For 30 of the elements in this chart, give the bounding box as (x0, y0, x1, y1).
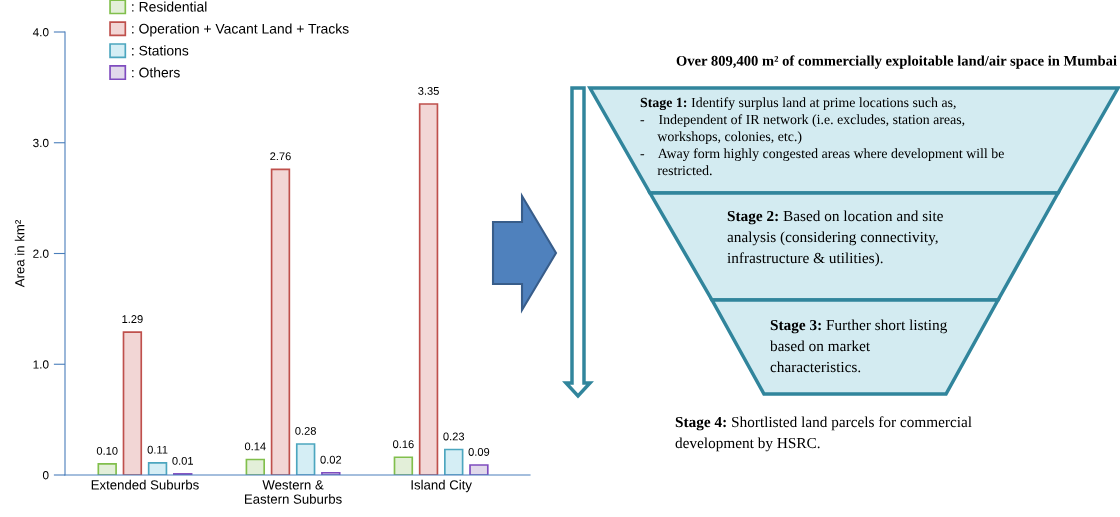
y-tick-label: 2.0 (33, 249, 49, 258)
text: Over 809,400 m² of commercially exploitable land/air space in Mumbai (676, 55, 1117, 69)
y-tick-label: 1.0 (33, 360, 49, 369)
text: Stage 1: Identify surplus land at prime locations such as, - Independent of IR network (i.e. excludes, station areas, workshops, colonies, etc.) - Away form highly congested areas where development will be restricted. (640, 97, 1004, 176)
legend-label: : Residential (132, 1, 207, 12)
x-tick-label: Western & Eastern Suburbs (245, 480, 342, 504)
data-label: 0.28 (295, 426, 316, 435)
x-tick-label: Extended Suburbs (91, 479, 199, 490)
data-label: 0.16 (393, 440, 414, 449)
data-label: 1.29 (122, 315, 143, 323)
y-axis-title: Area in km² (14, 220, 25, 288)
legend-label: : Others (132, 67, 180, 78)
data-label: 3.35 (418, 86, 439, 95)
data-label: 0.09 (468, 448, 490, 456)
x-tick-label: Island City (411, 479, 472, 493)
data-label: 0.14 (244, 442, 266, 451)
y-tick-label: 0 (42, 471, 49, 480)
data-label: 0.10 (96, 446, 118, 455)
text: Stage 2: Based on location and site analysis (considering connectivity, infrastructure & utilities). (727, 210, 943, 267)
data-label: 0.01 (172, 456, 193, 465)
data-label: 0.23 (443, 432, 465, 441)
text: Stage 3: Further short listing based on market characteristics. (770, 319, 948, 373)
legend-label: : Operation + Vacant Land + Tracks (132, 23, 349, 37)
y-tick-label: 4.0 (32, 28, 49, 37)
data-label: 0.11 (147, 445, 168, 454)
data-label: 2.76 (270, 152, 291, 161)
y-tick-label: 3.0 (33, 138, 49, 148)
text: Stage 4: Shortlisted land parcels for commercial development by HSRC. (675, 416, 972, 452)
legend-label: : Stations (132, 45, 189, 56)
data-label: 0.02 (320, 455, 342, 464)
